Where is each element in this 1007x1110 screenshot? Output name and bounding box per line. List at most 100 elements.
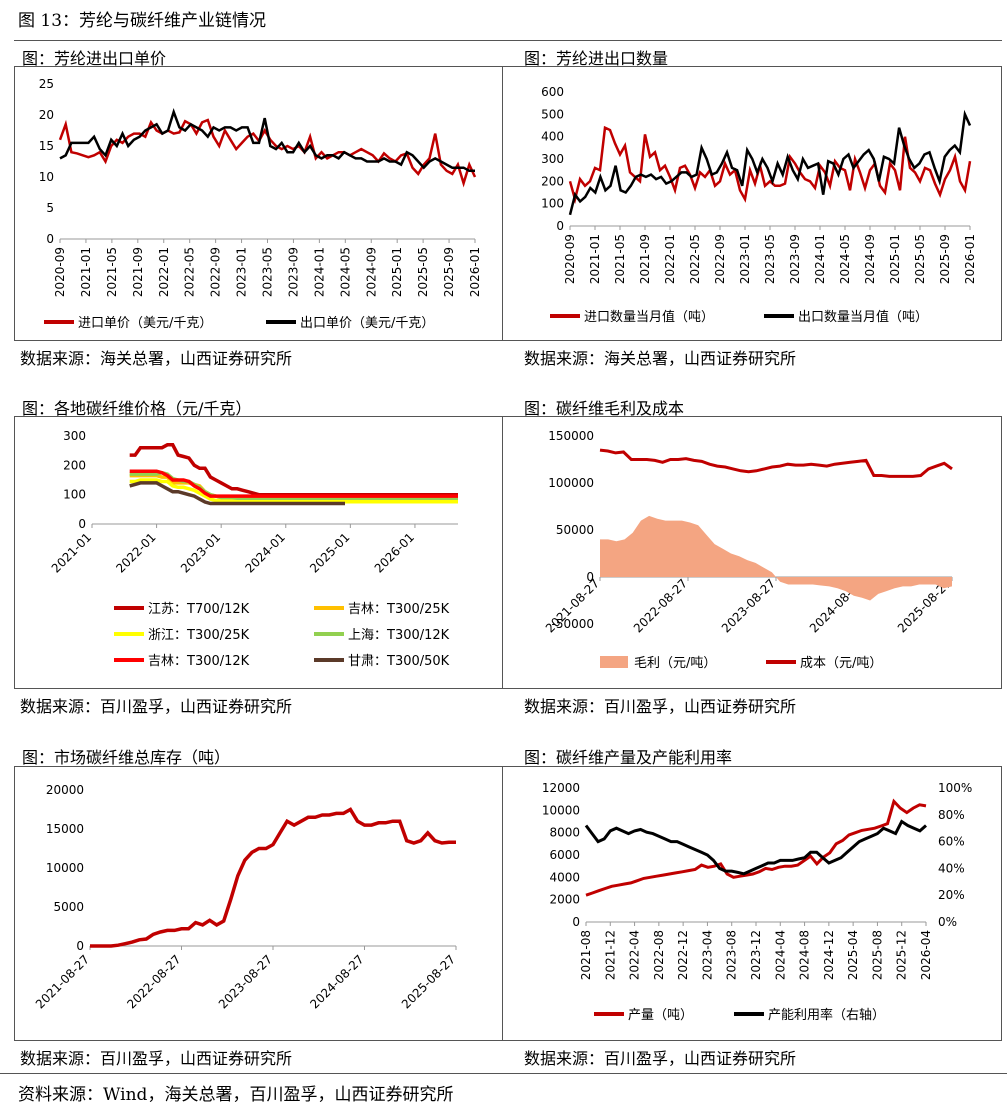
x-tick-label: 2023-01 [235, 247, 249, 297]
x-tick-label: 2022-04 [628, 930, 642, 980]
y-tick-label: 400 [541, 130, 564, 144]
legend-label: 上海：T300/12K [348, 628, 450, 643]
x-tick-label: 2024-01 [243, 530, 288, 575]
x-tick-label: 2025-12 [895, 930, 909, 980]
x-tick-label: 2020-09 [53, 247, 67, 297]
y-tick-label: 0 [572, 915, 580, 929]
y-tick-label: 5 [46, 201, 54, 215]
row3-right-border [1001, 766, 1002, 1040]
y-tick-label: 100 [541, 197, 564, 211]
y-tick-label: 15 [39, 139, 54, 153]
x-tick-label: 2025-09 [938, 234, 952, 284]
source-p1: 数据来源：海关总署，山西证券研究所 [20, 349, 293, 368]
panel-title-p3: 图：各地碳纤维价格（元/千克） [22, 399, 252, 418]
row1-rule [14, 66, 1002, 67]
y-tick-label: 10 [39, 170, 54, 184]
x-tick-label: 2024-08 [798, 930, 812, 980]
y-tick-label: 25 [39, 77, 54, 91]
legend-label: 进口数量当月值（吨） [584, 309, 714, 325]
row3-rule [14, 766, 1002, 767]
legend-label: 吉林：T300/12K [148, 654, 250, 669]
series-line [129, 469, 458, 498]
x-tick-label: 2022-05 [183, 247, 197, 297]
legend-label: 出口单价（美元/千克） [300, 316, 434, 331]
y2-tick-label: 20% [938, 888, 965, 902]
legend-label: 浙江：T300/25K [148, 628, 250, 643]
y-tick-label: 200 [541, 174, 564, 188]
row3-left-border [14, 766, 15, 1040]
chart-p6: 0 2000 4000 6000 8000 10000 12000 2021-08 2021-1… [542, 781, 973, 1023]
x-tick-label: 2020-09 [563, 234, 577, 284]
x-tick-label: 2024-01 [312, 247, 326, 297]
x-tick-label: 2025-01 [888, 234, 902, 284]
x-tick-label: 2026-04 [919, 930, 933, 980]
legend-label: 成本（元/吨） [800, 656, 882, 671]
series-line [568, 125, 972, 205]
source-p4: 数据来源：百川盈孚，山西证券研究所 [524, 697, 797, 716]
y-tick-label: 100000 [548, 476, 594, 490]
area-series [600, 515, 952, 601]
series-line [129, 481, 345, 506]
x-tick-label: 2023-04 [700, 930, 714, 980]
x-tick-label: 2025-01 [307, 530, 352, 575]
row3-bottom-rule [14, 1040, 1002, 1041]
chart-p1: 0 5 10 15 20 25 2020-09 2021-01 2021-05 2021-09 20… [39, 77, 482, 331]
x-tick-label: 2023-05 [261, 247, 275, 297]
x-tick-label: 2023-12 [749, 930, 763, 980]
y-tick-label: 0 [76, 939, 84, 953]
series-line [90, 807, 456, 948]
y-tick-label: 0 [586, 570, 594, 584]
y-tick-label: 8000 [549, 826, 580, 840]
legend-label: 甘肃：T300/50K [348, 654, 450, 669]
y-tick-label: 0 [556, 219, 564, 233]
x-tick-label: 2026-01 [963, 234, 977, 284]
row2-bottom-rule [14, 688, 1002, 689]
y-tick-label: 15000 [46, 822, 84, 836]
x-tick-label: 2025-08 [870, 930, 884, 980]
x-tick-label: 2026-01 [468, 247, 482, 297]
panel-title-p2: 图：芳纶进出口数量 [524, 49, 669, 68]
row3-divider [502, 766, 503, 1040]
panel-title-p6: 图：碳纤维产量及产能利用率 [524, 748, 733, 767]
top-rule [14, 40, 1002, 41]
x-tick-label: 2024-09 [364, 247, 378, 297]
x-tick-label: 2022-12 [676, 930, 690, 980]
y-tick-label: 50000 [556, 523, 594, 537]
legend-label: 毛利（元/吨） [634, 656, 716, 671]
x-tick-label: 2024-12 [822, 930, 836, 980]
y-tick-label: 300 [541, 152, 564, 166]
source-p6: 数据来源：百川盈孚，山西证券研究所 [524, 1049, 797, 1068]
source-p2: 数据来源：海关总署，山西证券研究所 [524, 349, 797, 368]
x-tick-label: 2022-01 [663, 234, 677, 284]
row1-bottom-rule [14, 340, 1002, 341]
row2-rule [14, 416, 1002, 417]
y-tick-label: 100 [63, 488, 86, 502]
y-tick-label: 12000 [542, 781, 580, 795]
x-tick-label: 2024-04 [773, 930, 787, 980]
legend-swatch [600, 656, 628, 668]
series-line [585, 798, 927, 897]
series-line [599, 448, 953, 478]
chart-p2: 0 100 200 300 400 500 600 2020-09 2021-01 2021-05… [541, 85, 977, 325]
row1-left-border [14, 66, 15, 340]
chart-p5: 0 5000 10000 15000 20000 2021-08-27 2022-08-27… [33, 783, 458, 1011]
y-tick-label: 4000 [549, 870, 580, 884]
x-tick-label: 2025-05 [913, 234, 927, 284]
x-tick-label: 2021-01 [588, 234, 602, 284]
y-tick-label: 6000 [549, 848, 580, 862]
panel-title-p5: 图：市场碳纤维总库存（吨） [22, 748, 231, 767]
y2-tick-label: 100% [938, 781, 972, 795]
x-tick-label: 2021-09 [638, 234, 652, 284]
x-tick-label: 2025-04 [846, 930, 860, 980]
y-tick-label: 150000 [548, 429, 594, 443]
footer-rule [0, 1073, 1007, 1074]
x-tick-label: 2024-09 [863, 234, 877, 284]
figure-title: 图 13：芳纶与碳纤维产业链情况 [18, 11, 267, 31]
x-tick-label: 2021-08 [579, 930, 593, 980]
x-tick-label: 2022-05 [688, 234, 702, 284]
x-tick-label: 2025-08-27 [399, 952, 458, 1011]
y2-tick-label: 60% [938, 835, 965, 849]
y-tick-label: 500 [541, 107, 564, 121]
row1-divider [502, 66, 503, 340]
